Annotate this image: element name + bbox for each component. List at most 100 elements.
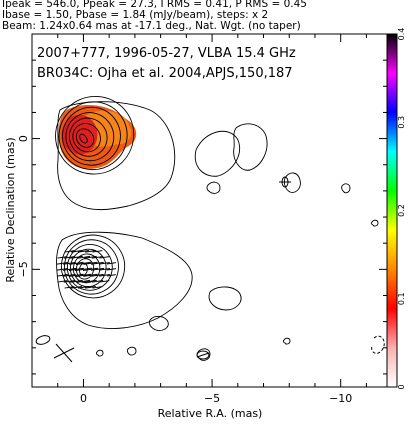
core-contour-level [55,95,135,175]
colorbar-tick-label: 0.3 [397,116,406,129]
pol-vector [75,273,92,277]
pol-vector [84,255,97,259]
pol-vector [92,250,103,253]
intensity-contours [55,95,379,361]
pol-vector [63,255,76,259]
pol-vector [91,255,104,259]
pol-vector [57,256,68,259]
pol-vector [63,261,76,265]
extended-lobe-10 [95,349,104,357]
annotation-line-2: BR034C: Ojha et al. 2004,APJS,150,187 [37,66,293,81]
tick-labels: 0 −5 −10 0 −5 [17,135,352,405]
colorbar-tick-label: 0.4 [397,28,406,41]
y-tick-label: 0 [17,135,30,142]
extended-lobe-4 [206,181,221,194]
pol-vector [64,250,75,253]
y-tick-label: −5 [17,261,30,277]
core-contour-level [58,101,128,171]
pol-vector [106,274,116,277]
pol-vector [91,273,104,277]
mark-ellipse-2 [196,350,210,360]
pol-vector [99,280,110,283]
pol-vector [57,280,68,283]
header-line-1: Ipeak = 546.0, Ppeak = 27.3, I RMS = 0.4… [2,0,307,10]
core-contour-level [75,128,95,148]
x-tick-label: −10 [329,392,352,405]
x-tick-label: 0 [80,392,87,405]
plot-frame [31,33,388,388]
colorbar-tick-label: 0.1 [397,292,406,305]
colorbar-tick-label: 0.2 [397,204,406,217]
core-contour-level [65,112,115,162]
pol-vector [57,274,68,277]
pol-vector [56,268,69,271]
pol-vector [71,286,82,289]
pol-vector [74,267,93,272]
pol-vector [106,262,116,265]
pol-vector [70,255,83,259]
jet-knot-contours [61,234,126,299]
outer-contour-extended [57,101,176,211]
pol-vector [85,250,96,253]
colorbar-tick-label: 0 [397,384,406,389]
extended-lobe-1 [194,130,240,177]
core-contour-level [62,106,121,166]
polarization-vectors [56,250,117,289]
axis-ticks [32,34,387,387]
core-contours [55,95,135,175]
x-tick-label: −5 [204,392,220,405]
pol-vector [57,262,68,265]
pol-vector [90,267,105,271]
pol-vector [98,268,111,271]
pol-vector [99,262,110,265]
extended-lobe-11 [282,337,291,345]
pol-vector [68,267,85,271]
pol-vector [85,286,96,289]
colorbar [387,34,397,387]
pol-vector [63,273,76,277]
pol-fill-tail [103,120,132,145]
pol-vector [77,286,90,289]
extended-lobe-6 [148,315,169,331]
beam-ellipse [35,335,51,345]
mark-line-2 [196,352,210,358]
pol-vector [91,279,104,283]
core-contour-level [68,117,108,157]
knot-contour-level [72,253,101,284]
pol-vector [69,273,84,277]
pol-vector [64,286,75,289]
pol-vector [62,267,77,271]
colorbar-tick-labels: 0 0.1 0.2 0.3 0.4 [397,28,406,390]
dashed-contour [371,335,385,354]
pol-fill-core [61,114,98,155]
header-line-2: Ibase = 1.50, Pbase = 1.84 (mJy/beam), s… [2,9,269,21]
extended-lobe-12 [370,219,379,227]
extended-lobe-3 [283,172,301,193]
core-contour-level [79,133,88,144]
colorbar-frame [386,33,398,388]
annotation-line-1: 2007+777, 1996-05-27, VLBA 15.4 GHz [37,46,296,61]
pol-vector [82,267,99,271]
pol-vector [99,274,110,277]
core-contour-level [72,122,101,153]
extended-lobe-8 [341,183,351,194]
pol-vector [69,261,84,265]
beam-cross-line-2 [53,347,75,359]
pol-vector [91,261,104,265]
pol-vector [76,279,91,283]
beam-marks [35,176,385,363]
knot-contour-level [61,234,126,299]
pol-vector [71,250,82,253]
header-line-3: Beam: 1.24x0.64 mas at -17.1 deg., Nat. … [2,20,301,32]
pol-vector [83,273,98,277]
y-axis-label: Relative Declination (mas) [4,137,17,282]
pol-vector [75,261,92,265]
extended-lobe-5 [208,286,242,311]
pol-vector [84,279,97,283]
pol-vector [106,268,117,271]
outer-contour-knot [56,231,193,329]
knot-contour-level [69,248,107,288]
extended-lobe-2 [233,123,268,171]
